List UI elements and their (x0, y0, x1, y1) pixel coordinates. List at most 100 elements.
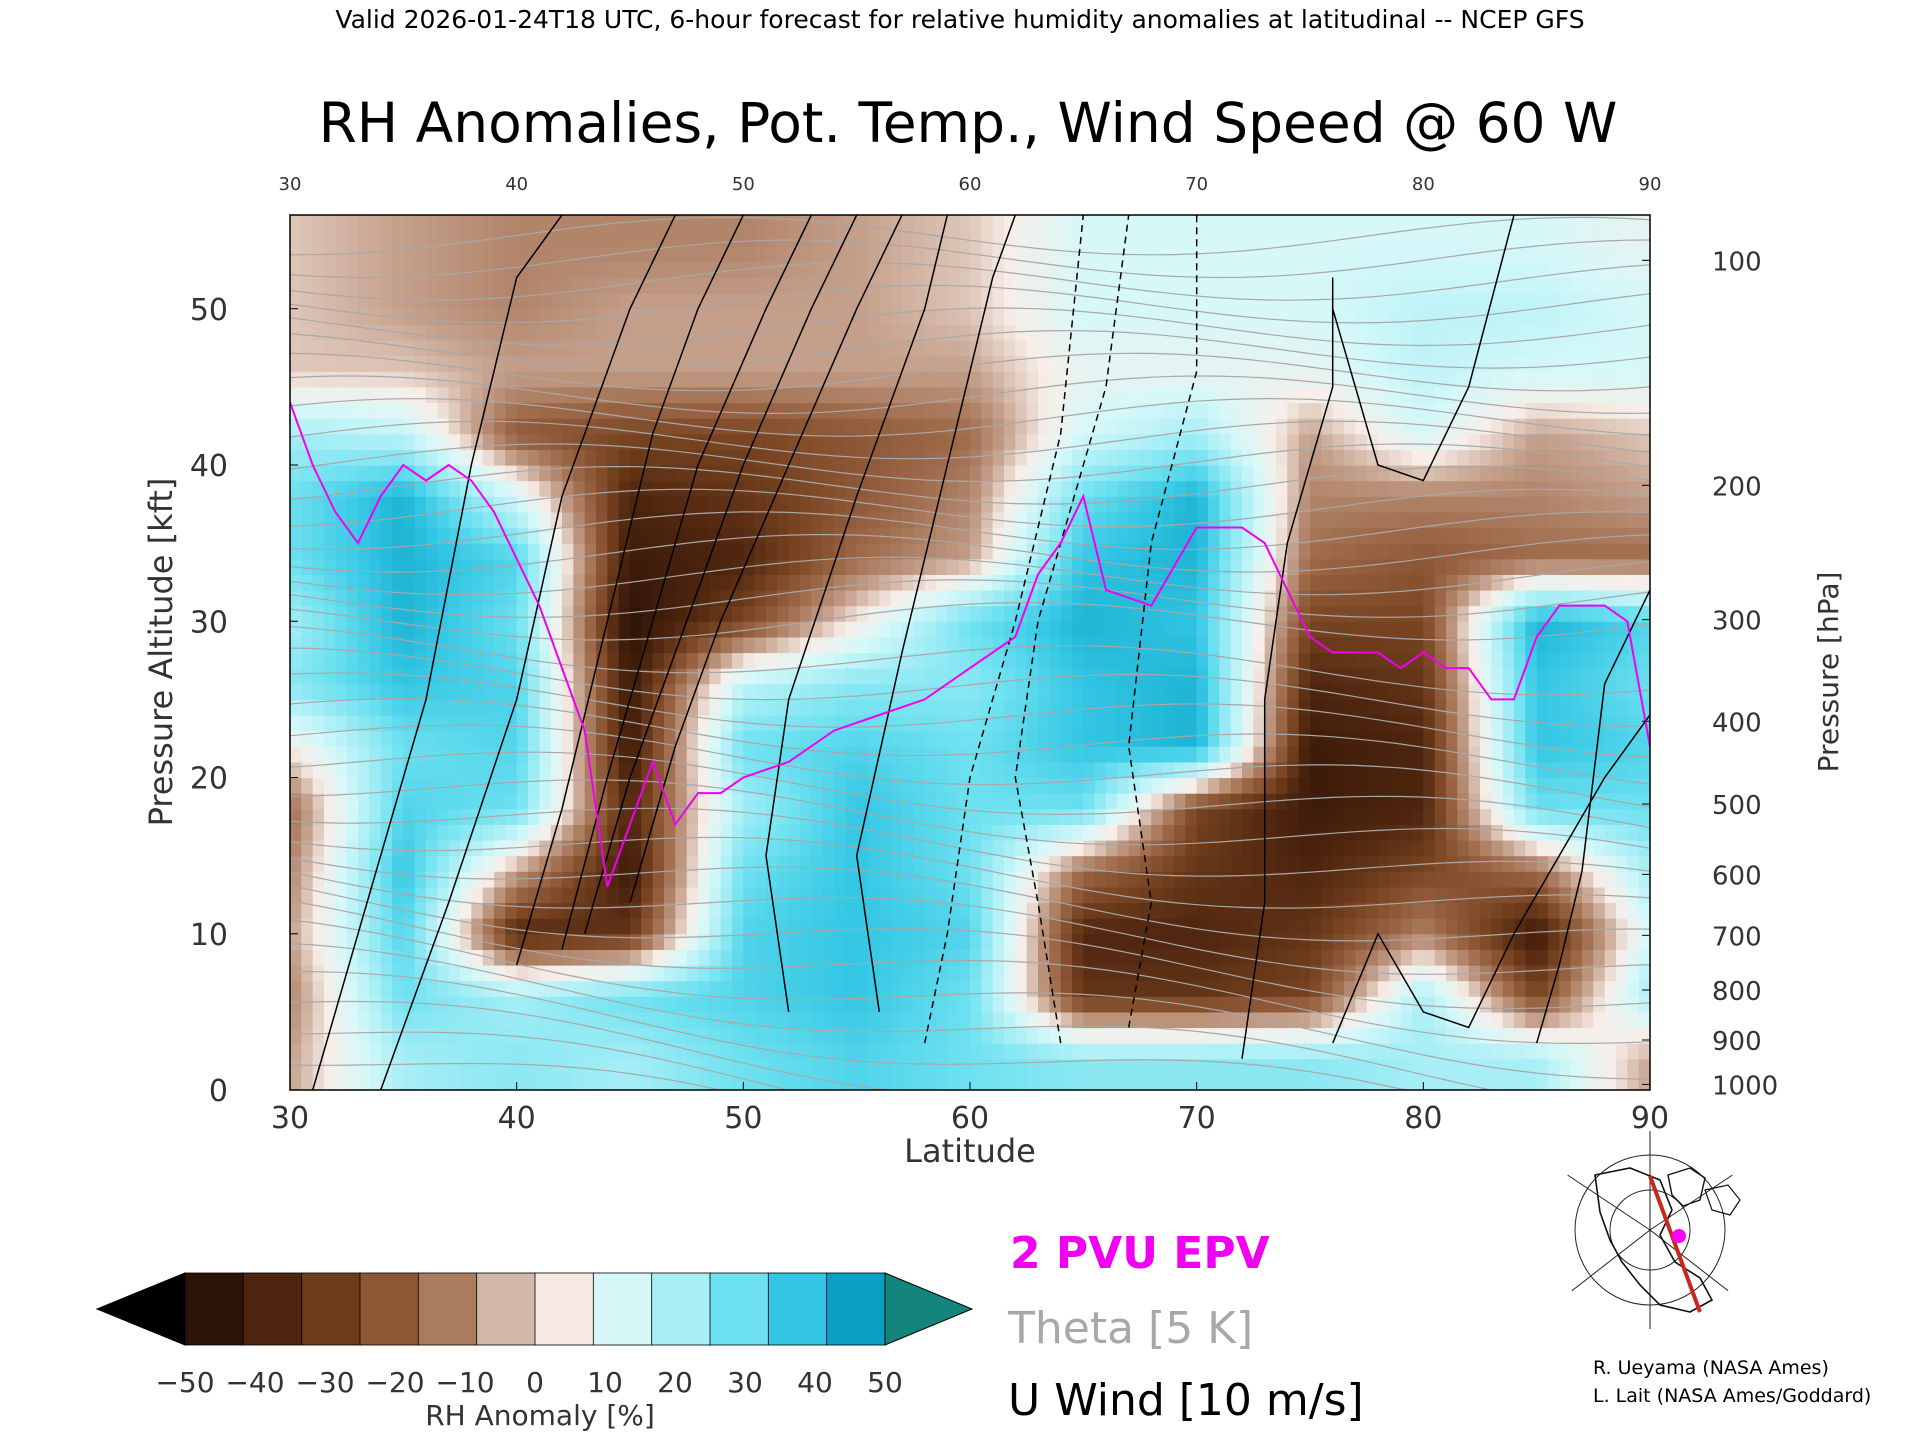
rh-cell (1106, 965, 1118, 982)
rh-cell (720, 402, 733, 419)
rh-cell (505, 699, 518, 716)
rh-cell (1060, 293, 1073, 310)
rh-cell (902, 902, 914, 919)
rh-cell (1208, 480, 1220, 497)
rh-cell (380, 293, 393, 310)
rh-cell (1185, 730, 1198, 747)
rh-cell (743, 449, 756, 466)
rh-cell (754, 261, 767, 279)
rh-cell (505, 683, 518, 700)
rh-cell (936, 1027, 948, 1044)
rh-cell (539, 793, 552, 810)
rh-cell (1219, 668, 1232, 685)
rh-cell (890, 933, 903, 950)
rh-cell (709, 355, 722, 372)
rh-cell (992, 433, 1005, 450)
rh-cell (358, 402, 370, 419)
rh-cell (460, 965, 472, 982)
rh-cell (1060, 574, 1073, 591)
rh-cell (301, 511, 314, 529)
rh-cell (856, 465, 869, 482)
rh-cell (505, 465, 518, 482)
rh-cell (675, 793, 688, 810)
rh-cell (358, 527, 370, 544)
rh-cell (358, 652, 370, 669)
rh-cell (766, 355, 778, 372)
rh-cell (335, 261, 348, 279)
rh-cell (1242, 527, 1254, 544)
rh-cell (1083, 386, 1096, 404)
rh-cell (664, 465, 676, 482)
rh-cell (822, 527, 835, 544)
rh-cell (856, 230, 869, 247)
rh-cell (630, 246, 642, 263)
rh-cell (800, 1027, 812, 1044)
rh-cell (924, 1074, 937, 1090)
rh-cell (1174, 449, 1186, 466)
rh-cell (312, 386, 325, 404)
rh-cell (528, 715, 540, 732)
rh-cell (1140, 1027, 1152, 1044)
rh-cell (822, 980, 835, 997)
rh-cell (1004, 699, 1016, 716)
rh-cell (312, 371, 325, 388)
rh-cell (800, 730, 812, 747)
rh-cell (652, 996, 665, 1013)
rh-cell (1106, 871, 1118, 888)
rh-cell (1060, 371, 1073, 388)
rh-cell (936, 886, 948, 904)
rh-cell (981, 590, 994, 607)
rh-cell (312, 324, 325, 341)
rh-cell (924, 793, 937, 810)
rh-cell (947, 371, 960, 388)
rh-cell (290, 340, 302, 357)
rh-cell (1230, 433, 1243, 450)
rh-cell (584, 527, 597, 544)
rh-cell (675, 652, 688, 669)
rh-cell (550, 730, 563, 747)
rh-cell (426, 871, 438, 888)
rh-cell (1219, 652, 1232, 669)
rh-cell (346, 793, 359, 810)
rh-cell (709, 1074, 722, 1090)
rh-cell (1015, 1058, 1028, 1075)
rh-cell (879, 777, 892, 794)
rh-cell (675, 855, 688, 872)
rh-cell (1094, 793, 1107, 810)
rh-cell (539, 1011, 552, 1029)
rh-cell (675, 449, 688, 466)
rh-cell (1049, 699, 1062, 716)
rh-cell (437, 449, 450, 466)
rh-cell (834, 886, 846, 904)
rh-cell (822, 621, 835, 638)
rh-cell (936, 668, 948, 685)
rh-cell (426, 715, 438, 732)
rh-cell (1162, 293, 1175, 310)
rh-cell (1196, 277, 1209, 294)
rh-cell (380, 1011, 393, 1029)
rh-cell (403, 965, 416, 982)
rh-cell (1049, 1027, 1062, 1044)
rh-cell (902, 590, 914, 607)
rh-cell (1128, 793, 1141, 810)
rh-cell (1253, 543, 1266, 560)
rh-cell (720, 793, 733, 810)
rh-cell (1004, 402, 1016, 419)
rh-cell (992, 496, 1005, 513)
rh-cell (754, 324, 767, 341)
rh-cell (494, 324, 506, 341)
rh-cell (584, 418, 597, 435)
rh-cell (312, 1043, 325, 1060)
rh-cell (346, 636, 359, 654)
rh-cell (1049, 418, 1062, 435)
rh-cell (834, 418, 846, 435)
rh-cell (754, 246, 767, 263)
rh-cell (845, 636, 858, 654)
rh-cell (777, 683, 790, 700)
rh-cell (879, 543, 892, 560)
rh-cell (879, 980, 892, 997)
rh-cell (618, 480, 631, 497)
rh-cell (1242, 215, 1254, 232)
rh-cell (970, 558, 982, 575)
rh-cell (1264, 1043, 1277, 1060)
